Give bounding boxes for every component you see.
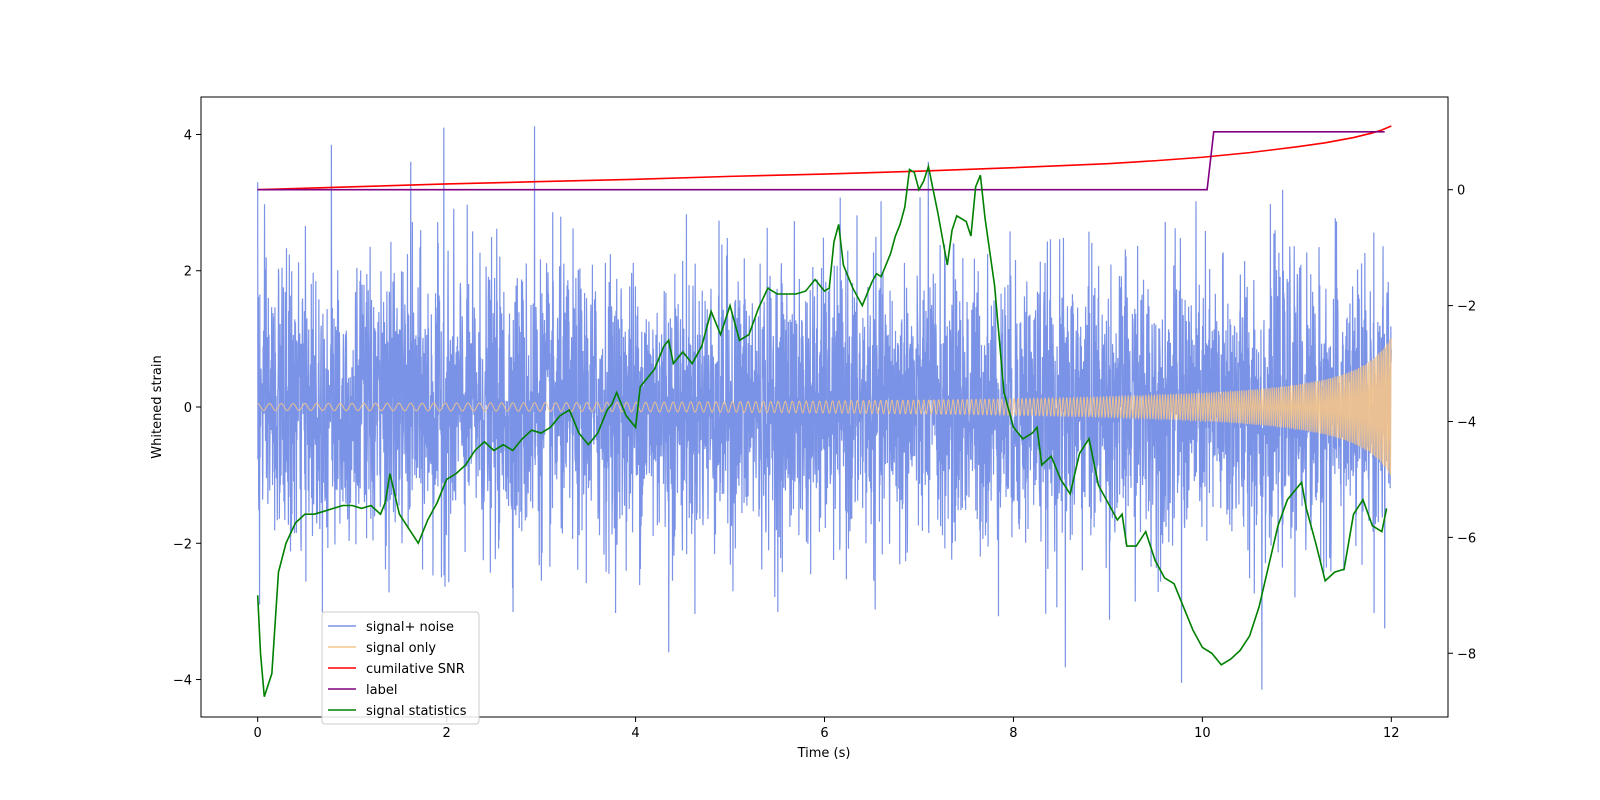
y-axis-label: Whitened strain [150,355,165,458]
x-tick-label: 4 [631,726,639,741]
x-tick-label: 10 [1194,726,1211,741]
legend-label: signal statistics [366,704,467,719]
series-label-line [257,130,1385,191]
legend-label: signal+ noise [366,620,454,635]
x-tick-label: 6 [820,726,828,741]
y-left-tick-label: 2 [184,265,192,280]
plot-area [256,125,1392,697]
y-left-tick-label: 4 [184,128,192,143]
y-right-tick-label: −8 [1457,647,1476,662]
y-right-tick-label: −2 [1457,300,1476,315]
legend: signal+ noise signal only cumilative SNR la… [321,611,480,725]
x-tick-label: 2 [442,726,450,741]
y-right-tick-label: −6 [1457,531,1476,546]
y-right-axis-ticks: −8 −6 −4 −2 0 [1448,184,1476,662]
legend-label: cumilative SNR [366,662,465,677]
y-left-axis-ticks: −4 −2 0 2 4 [173,128,201,689]
series-signal-statistics-line [256,163,1388,697]
y-left-tick-label: −4 [173,674,192,689]
series-cumulative-snr-line [257,125,1392,191]
y-left-tick-label: −2 [173,537,192,552]
series-signal-only-line [257,338,1392,476]
x-tick-label: 12 [1383,726,1400,741]
legend-label: label [366,683,397,698]
y-left-tick-label: 0 [184,401,192,416]
x-tick-label: 8 [1009,726,1017,741]
series-signal-noise-line [257,126,1392,690]
legend-box [321,611,480,725]
x-tick-label: 0 [254,726,262,741]
x-axis-label: Time (s) [797,746,851,761]
legend-label: signal only [366,641,436,656]
y-right-tick-label: −4 [1457,415,1476,430]
y-right-tick-label: 0 [1457,184,1465,199]
